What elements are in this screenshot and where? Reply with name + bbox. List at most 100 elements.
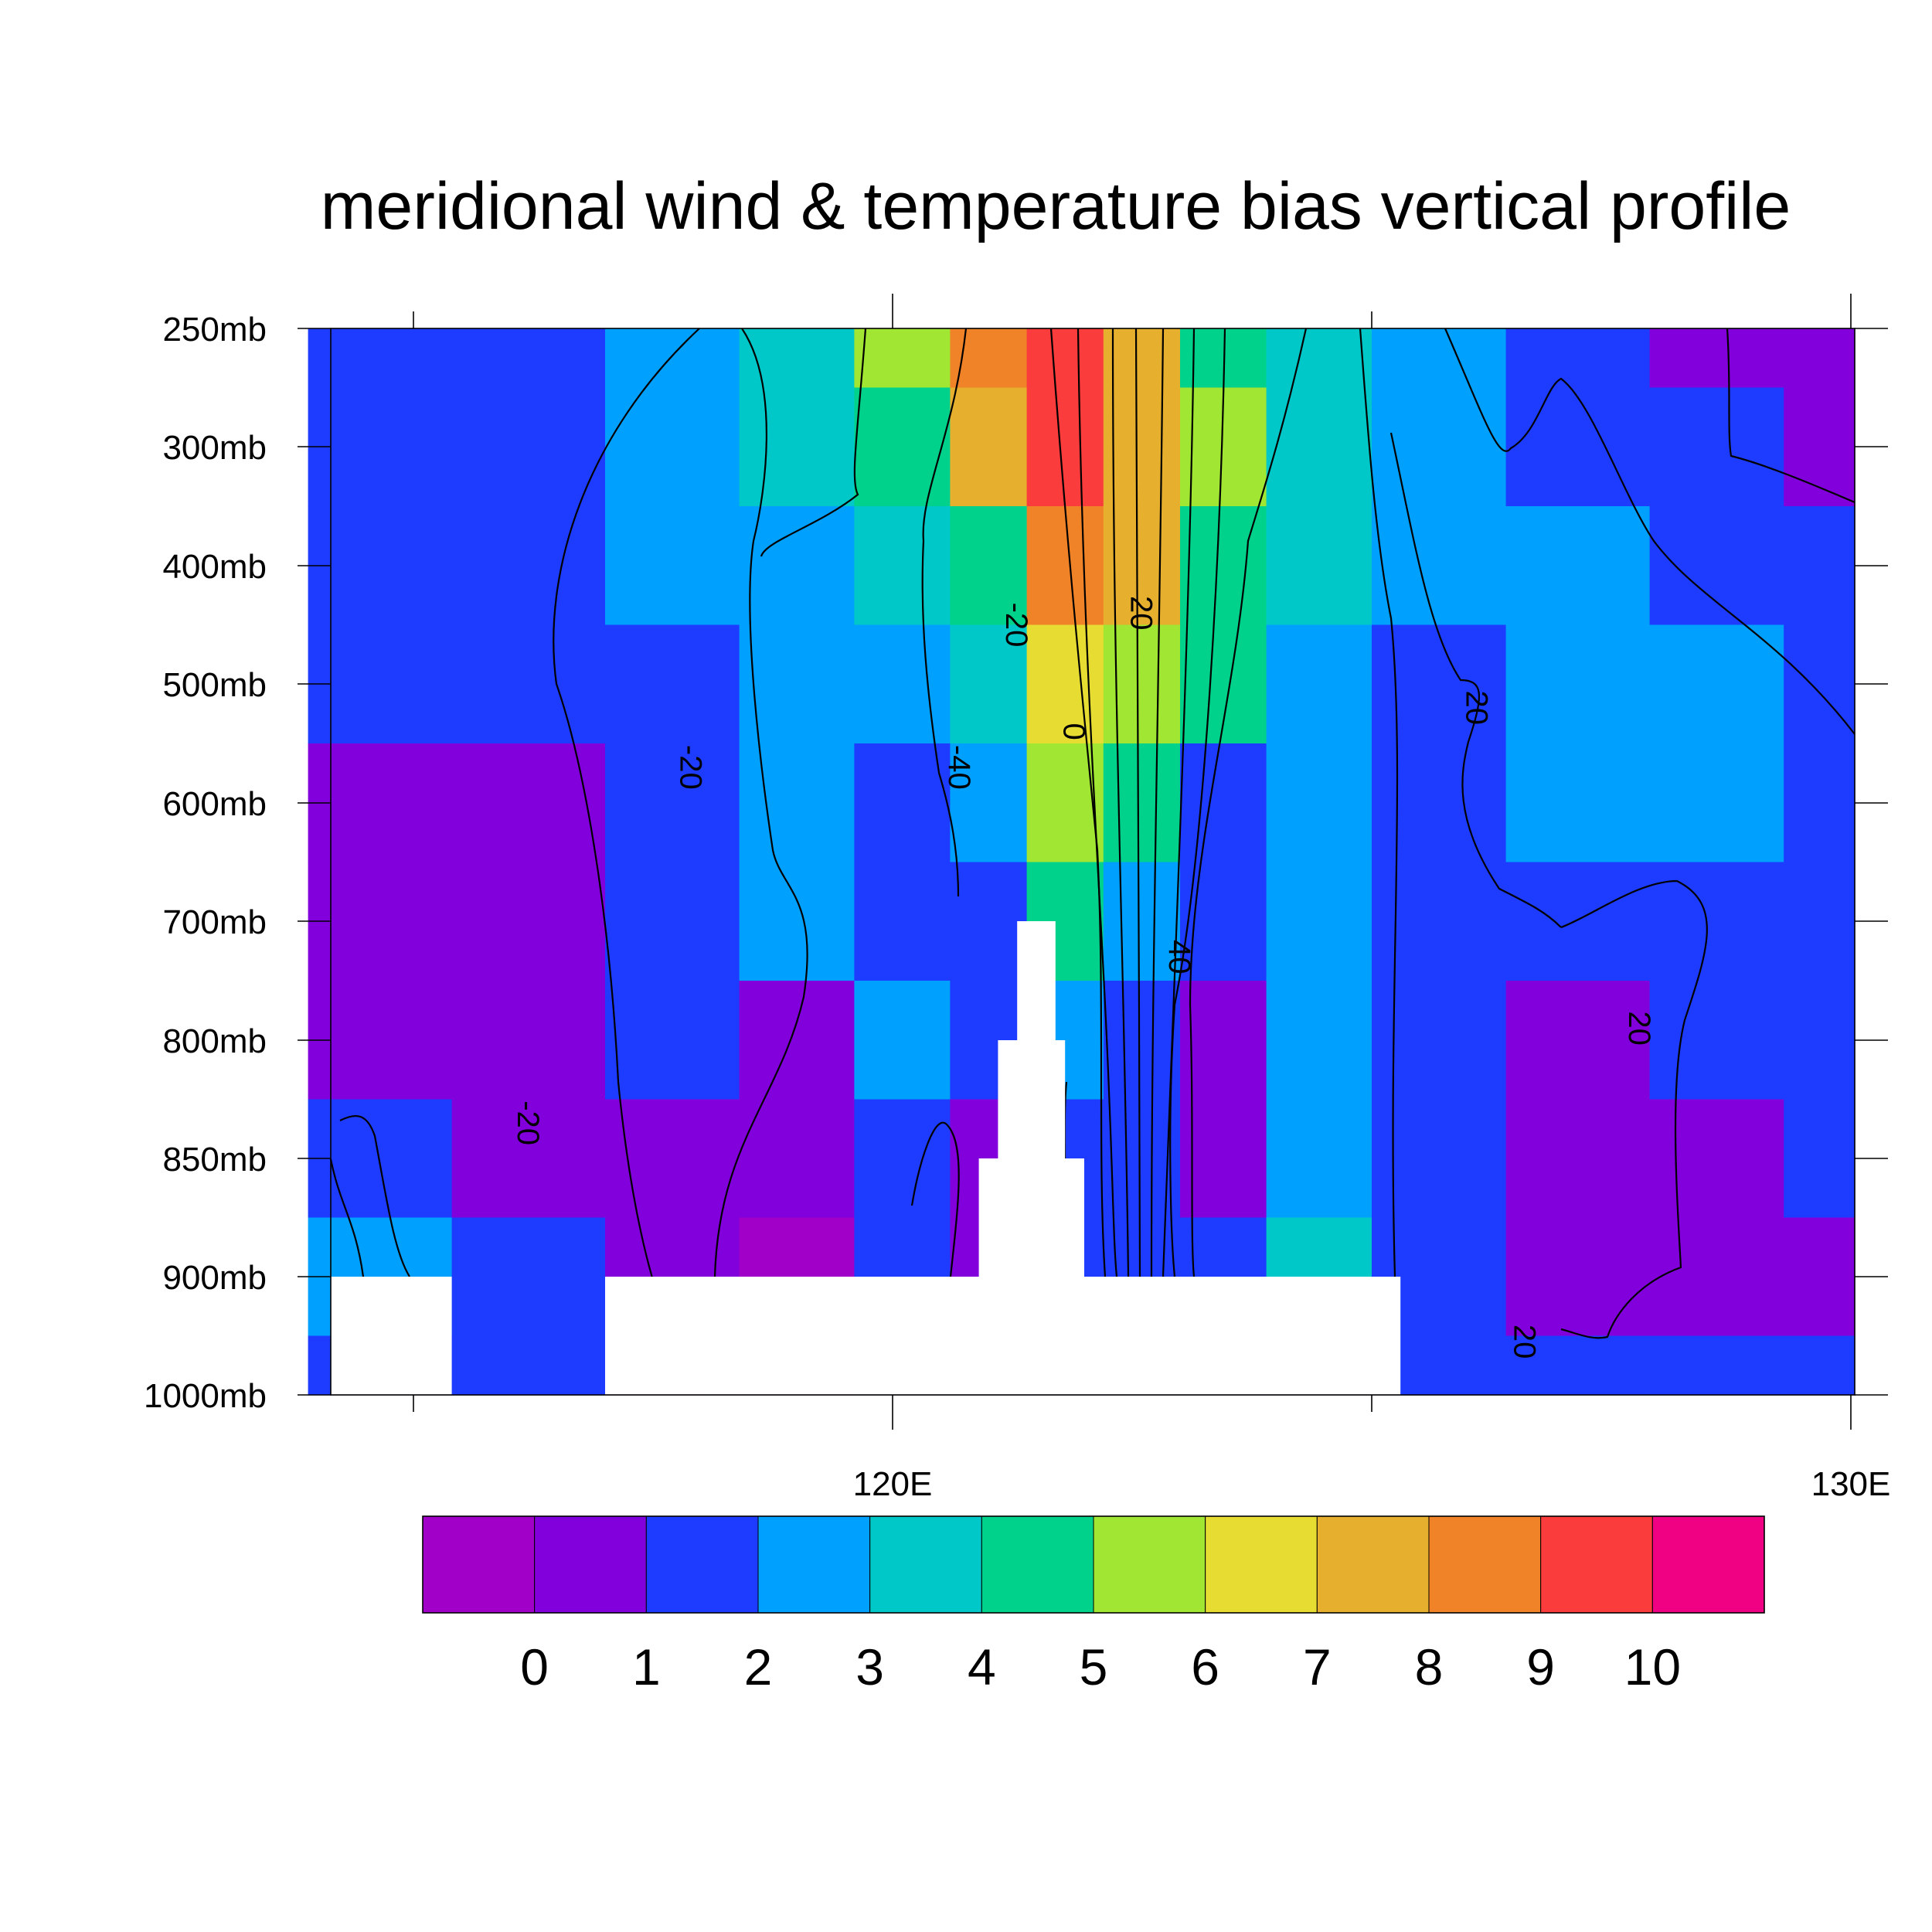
field-cell xyxy=(854,981,951,1100)
field-cell xyxy=(1026,743,1104,863)
field-cell xyxy=(1266,862,1372,981)
field-cell xyxy=(950,743,1028,863)
contour-line xyxy=(1389,432,1562,928)
contour-label: 20 xyxy=(1507,1325,1541,1359)
colorbar-box xyxy=(757,1515,871,1614)
contour-line xyxy=(1111,328,1130,1277)
colorbar-box xyxy=(869,1515,982,1614)
field-cell xyxy=(1266,506,1372,626)
contour-label: -20 xyxy=(511,1100,545,1145)
field-cell xyxy=(1649,328,1784,389)
field-cell xyxy=(854,862,951,981)
contour-line xyxy=(1189,328,1308,1277)
contour-line xyxy=(1444,328,1855,735)
field-cell xyxy=(854,1099,951,1219)
field-cell xyxy=(1784,387,1855,507)
y-tick-label: 500mb xyxy=(162,666,267,704)
colorbar-box xyxy=(1316,1515,1430,1614)
field-cell xyxy=(1784,743,1855,863)
field-cell xyxy=(1103,506,1181,626)
field-cell xyxy=(1649,1217,1784,1337)
colorbar-box xyxy=(1205,1515,1318,1614)
contour-line xyxy=(553,328,712,1396)
contour-label-text: 20 xyxy=(1507,1325,1541,1359)
contour-label-text: 20 xyxy=(1622,1011,1656,1046)
colorbar-box xyxy=(981,1515,1094,1614)
terrain-block xyxy=(1017,921,1056,1395)
field-cell xyxy=(1372,328,1507,389)
field-cell xyxy=(1103,328,1181,389)
contour-lines xyxy=(329,328,1855,1396)
x-tick-label: 120E xyxy=(853,1465,933,1503)
field-cell xyxy=(451,1217,606,1337)
field-cell xyxy=(308,981,453,1100)
field-cell xyxy=(605,981,740,1100)
y-tick-label: 700mb xyxy=(162,903,267,941)
contour-label-text: 20 xyxy=(1124,596,1158,631)
y-tick-label: 250mb xyxy=(162,311,267,349)
colorbar-tick-label: 1 xyxy=(632,1638,661,1696)
field-cell xyxy=(950,387,1028,507)
field-cell xyxy=(451,862,606,981)
field-cell xyxy=(1372,624,1507,744)
field-cell xyxy=(1266,743,1372,863)
field-cell xyxy=(1784,624,1855,744)
field-cell xyxy=(1180,1099,1267,1219)
contour-line xyxy=(760,328,867,557)
field-cell xyxy=(1266,624,1372,744)
field-cell xyxy=(1649,1099,1784,1219)
field-cell xyxy=(1649,624,1784,744)
contour-label: -20 xyxy=(999,603,1033,648)
contour-label-text: 20 xyxy=(1459,691,1493,726)
field-cell xyxy=(605,506,740,626)
contour-label-text: -20 xyxy=(674,745,708,790)
field-cell xyxy=(451,1335,606,1396)
colorbar-box xyxy=(1540,1515,1653,1614)
contour-label: 40 xyxy=(1162,940,1196,975)
field-cell xyxy=(308,328,453,389)
colorbar-frame xyxy=(422,1515,1765,1614)
field-cell xyxy=(308,1099,453,1219)
field-cell xyxy=(1649,743,1784,863)
field-cell xyxy=(854,328,951,389)
x-axis: 120E 130E xyxy=(413,294,1890,1503)
terrain-mask xyxy=(331,921,1401,1395)
field-cell xyxy=(1103,862,1181,981)
contour-label: 20 xyxy=(1459,691,1493,726)
colorbar-tick-label: 10 xyxy=(1624,1638,1681,1696)
field-cell xyxy=(1784,1217,1855,1337)
field-cell xyxy=(451,328,606,389)
field-cell xyxy=(308,862,453,981)
contour-line xyxy=(339,1114,410,1277)
field-cell xyxy=(605,862,740,981)
field-cell xyxy=(1505,743,1651,863)
field-cell xyxy=(605,387,740,507)
field-cell xyxy=(1372,1099,1507,1219)
field-cell xyxy=(1649,506,1784,626)
contour-label: -40 xyxy=(942,745,976,790)
field-cell xyxy=(854,743,951,863)
field-cell xyxy=(854,624,951,744)
field-cell xyxy=(451,624,606,744)
field-cell xyxy=(1372,981,1507,1100)
colorbar-tick-label: 3 xyxy=(855,1638,884,1696)
field-cell xyxy=(308,624,453,744)
field-cell xyxy=(1784,328,1855,389)
field-cell xyxy=(1784,981,1855,1100)
y-axis: 250mb 300mb 400mb 500mb 600mb 700mb 800mb 850mb… xyxy=(144,311,1888,1415)
field-cell xyxy=(1026,506,1104,626)
field-cell xyxy=(451,506,606,626)
field-cell xyxy=(451,981,606,1100)
colorbar-tick-label: 8 xyxy=(1415,1638,1444,1696)
field-cell xyxy=(1266,387,1372,507)
field-cell xyxy=(451,387,606,507)
field-cell xyxy=(1103,981,1181,1100)
field-cell xyxy=(1372,387,1507,507)
colorbar-tick-label: 7 xyxy=(1303,1638,1332,1696)
field-cell xyxy=(739,743,855,863)
field-cell xyxy=(1266,1099,1372,1219)
field-cell xyxy=(739,981,855,1100)
colorbar-tick-label: 2 xyxy=(744,1638,773,1696)
contour-label: 0 xyxy=(1057,723,1091,740)
contour-line xyxy=(713,328,808,1277)
